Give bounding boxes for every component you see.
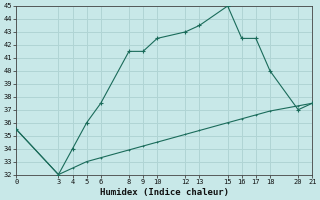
X-axis label: Humidex (Indice chaleur): Humidex (Indice chaleur) <box>100 188 229 197</box>
